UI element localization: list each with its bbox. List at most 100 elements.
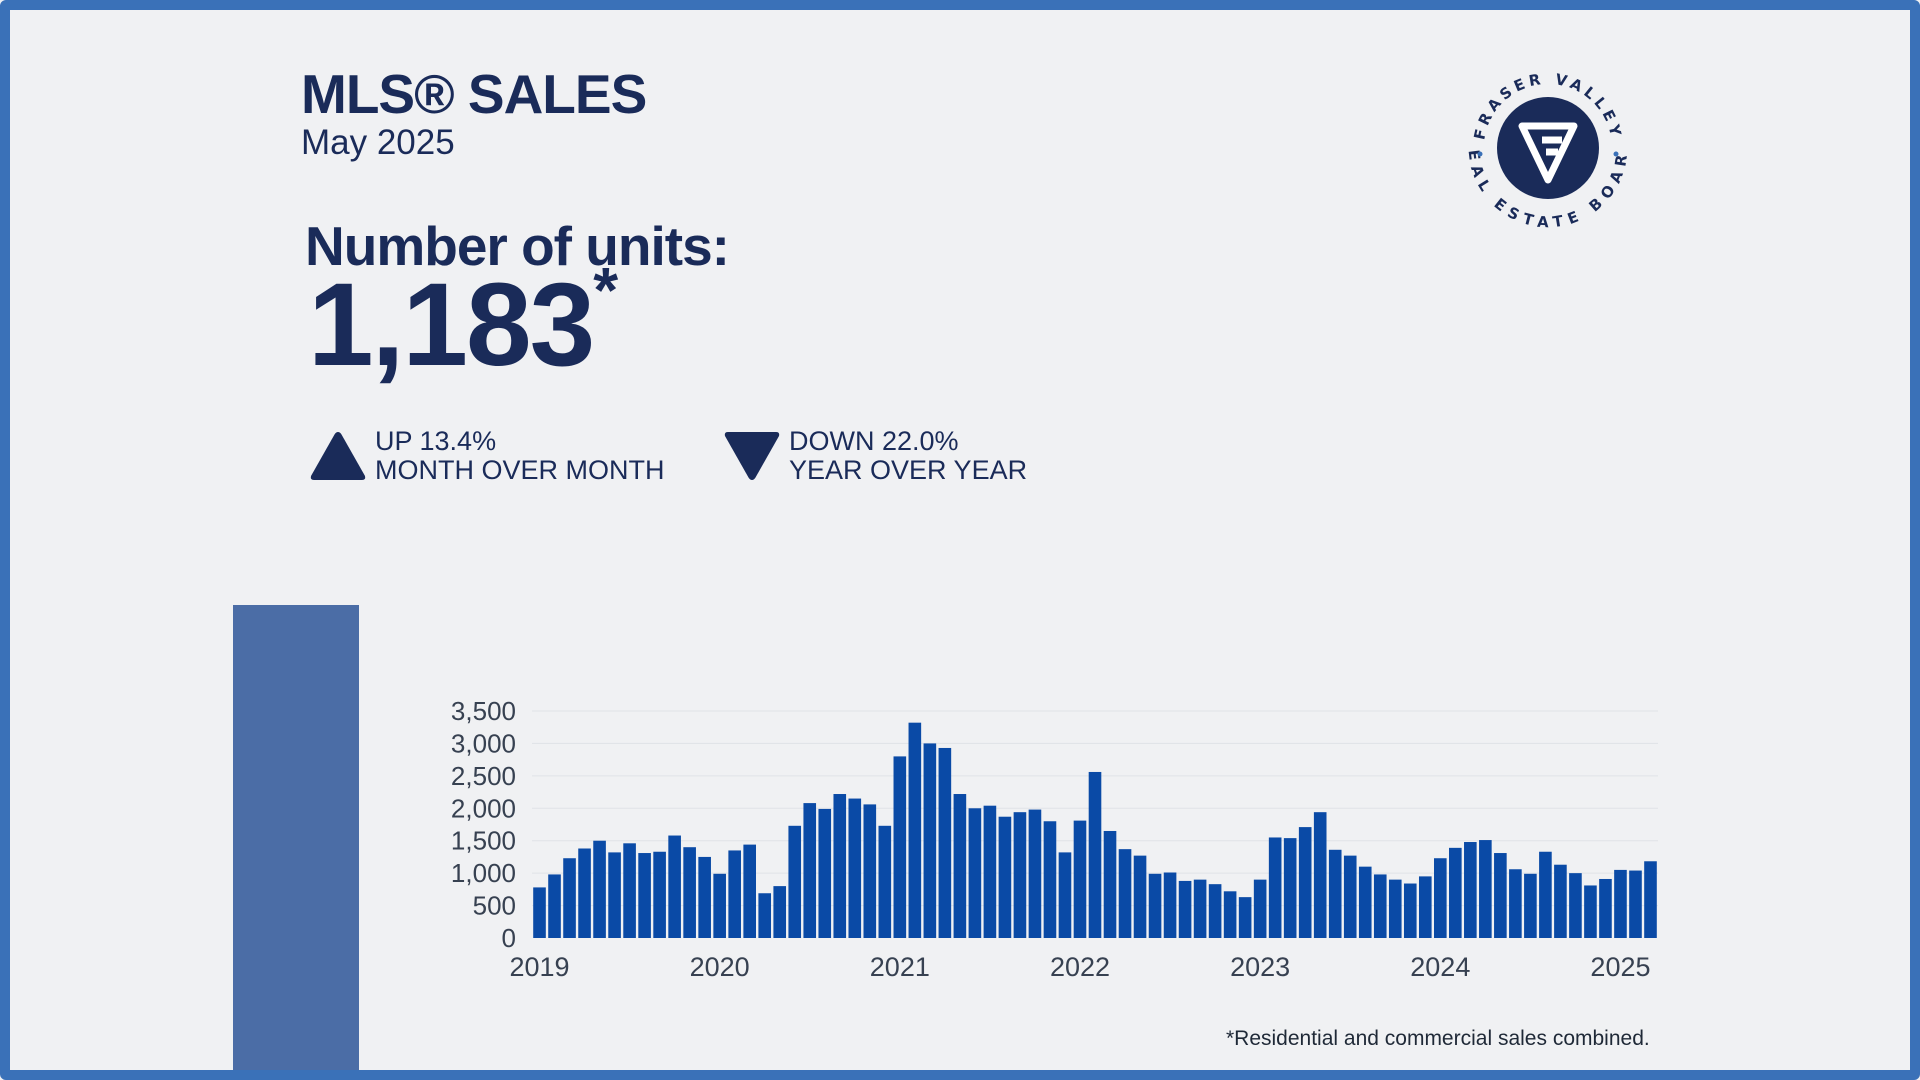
bar: [668, 835, 681, 938]
bar: [683, 847, 696, 938]
bar: [863, 804, 877, 938]
bar: [1028, 809, 1042, 938]
y-tick-label: 3,500: [451, 696, 516, 726]
bar: [1283, 838, 1297, 938]
x-tick-label: 2020: [690, 952, 750, 982]
y-tick-label: 2,000: [451, 793, 516, 823]
x-tick-label: 2024: [1410, 952, 1470, 982]
y-tick-label: 1,500: [451, 826, 516, 856]
x-tick-label: 2025: [1590, 952, 1650, 982]
bar: [1223, 891, 1237, 938]
bar: [713, 873, 726, 938]
bar: [1088, 771, 1102, 938]
bar: [1253, 879, 1267, 938]
y-tick-label: 500: [473, 891, 516, 921]
bar: [548, 874, 561, 938]
bar: [893, 756, 907, 938]
y-tick-label: 0: [502, 923, 516, 953]
bar: [1238, 897, 1252, 938]
bar: [1554, 864, 1567, 938]
bar: [1434, 858, 1447, 938]
bar: [1178, 880, 1192, 938]
bar: [1073, 820, 1087, 938]
bar: [1268, 837, 1282, 938]
bar: [1103, 830, 1117, 938]
bar: [1043, 821, 1057, 938]
bar: [533, 887, 546, 938]
bar: [578, 848, 591, 938]
bar: [1403, 883, 1417, 938]
bar: [1298, 827, 1312, 938]
x-tick-label: 2023: [1230, 952, 1290, 982]
bar: [1629, 870, 1642, 938]
decorative-side-bar: [233, 605, 359, 1080]
bar: [1163, 872, 1177, 938]
bar: [1614, 869, 1627, 938]
page-subtitle: May 2025: [301, 123, 455, 162]
bar: [608, 852, 621, 938]
mom-change-label: MONTH OVER MONTH: [375, 455, 665, 485]
bar: [728, 850, 741, 938]
bar: [1569, 873, 1582, 938]
bar: [1599, 878, 1612, 938]
y-tick-label: 3,000: [451, 728, 516, 758]
bar: [1644, 861, 1657, 938]
bar: [623, 843, 636, 938]
x-tick-label: 2021: [870, 952, 930, 982]
bar: [908, 722, 922, 938]
triangle-down-icon: [724, 432, 780, 480]
bar: [638, 853, 651, 938]
bar: [1058, 852, 1072, 938]
bar: [698, 856, 711, 938]
bar: [788, 825, 802, 938]
units-value: 1,183*: [308, 258, 618, 384]
bar: [1479, 840, 1492, 938]
bar: [1373, 874, 1387, 938]
triangle-up-icon: [310, 432, 366, 480]
bar: [1343, 855, 1357, 938]
footnote: *Residential and commercial sales combin…: [1226, 1027, 1650, 1050]
bar: [1133, 855, 1147, 938]
bar: [1418, 876, 1432, 938]
mom-change-value: UP 13.4%: [375, 426, 497, 456]
bar: [1193, 879, 1207, 938]
fraser-valley-logo: FRASER VALLEY REAL ESTATE BOARD: [1462, 62, 1627, 231]
bar: [563, 858, 576, 938]
bar: [878, 825, 892, 938]
x-tick-label: 2022: [1050, 952, 1110, 982]
bar: [818, 808, 832, 938]
bar: [743, 844, 756, 938]
yoy-change-value: DOWN 22.0%: [789, 426, 959, 456]
year-over-year-change: DOWN 22.0% YEAR OVER YEAR: [723, 427, 1027, 485]
y-tick-label: 2,500: [451, 761, 516, 791]
bar: [773, 886, 787, 938]
page-title: MLS® SALES: [301, 63, 647, 125]
bar: [1524, 873, 1537, 938]
bar: [1358, 866, 1372, 938]
units-label: Number of units:: [305, 215, 730, 277]
bar: [983, 805, 997, 938]
bar: [1464, 842, 1477, 938]
bar: [1388, 879, 1402, 938]
bar: [938, 747, 952, 938]
bar: [1118, 849, 1132, 938]
bar: [593, 840, 606, 938]
bar: [1584, 885, 1597, 938]
fv-logo-icon: [1518, 122, 1578, 184]
bar: [968, 808, 982, 938]
bar: [1539, 851, 1552, 938]
bar: [1208, 884, 1222, 938]
bar: [998, 816, 1012, 938]
bar: [833, 794, 847, 938]
bar: [803, 803, 817, 938]
bar: [1449, 847, 1462, 938]
bar: [758, 893, 772, 938]
month-over-month-change: UP 13.4% MONTH OVER MONTH: [309, 427, 665, 485]
bar: [1013, 812, 1027, 938]
units-number: 1,183: [308, 259, 595, 391]
units-footnote-mark: *: [593, 254, 618, 326]
bar: [1328, 849, 1342, 938]
bar: [1494, 853, 1507, 938]
bar: [1148, 873, 1162, 938]
